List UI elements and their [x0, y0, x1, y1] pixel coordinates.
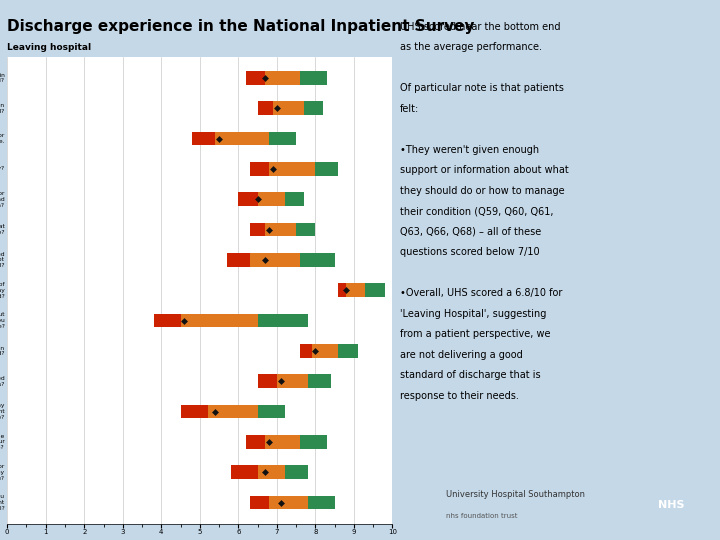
Bar — [269, 132, 296, 145]
Bar — [366, 284, 384, 297]
Text: their condition (Q59, Q60, Q61,: their condition (Q59, Q60, Q61, — [400, 206, 553, 217]
Text: felt:: felt: — [400, 104, 419, 114]
Bar — [300, 435, 327, 449]
Bar — [284, 465, 307, 479]
Bar — [304, 102, 323, 115]
Bar — [250, 253, 300, 267]
Text: response to their needs.: response to their needs. — [400, 391, 518, 401]
Bar — [338, 344, 358, 357]
Bar — [230, 465, 258, 479]
Bar — [258, 374, 277, 388]
Bar — [265, 71, 300, 85]
Bar — [258, 405, 284, 418]
Text: standard of discharge that is: standard of discharge that is — [400, 370, 540, 381]
Text: Discharge experience in the National Inpatient Survey: Discharge experience in the National Inp… — [7, 19, 474, 35]
Bar — [246, 71, 265, 85]
Bar — [258, 102, 273, 115]
Text: Leaving hospital: Leaving hospital — [7, 43, 91, 52]
Bar — [153, 314, 181, 327]
Bar — [265, 223, 296, 237]
Bar — [207, 405, 258, 418]
Bar — [346, 284, 366, 297]
Bar — [296, 223, 315, 237]
Text: questions scored below 7/10: questions scored below 7/10 — [400, 247, 539, 258]
Bar — [250, 162, 269, 176]
Bar — [227, 253, 250, 267]
Text: as the average performance.: as the average performance. — [400, 42, 541, 52]
Bar — [181, 314, 258, 327]
Text: nhs foundation trust: nhs foundation trust — [446, 512, 517, 519]
Text: University Hospital Southampton: University Hospital Southampton — [446, 490, 585, 498]
Text: •They weren't given enough: •They weren't given enough — [400, 145, 539, 155]
Bar — [246, 435, 265, 449]
Bar — [258, 314, 307, 327]
Bar — [192, 132, 215, 145]
Text: Of particular note is that patients: Of particular note is that patients — [400, 83, 564, 93]
Text: Q63, Q66, Q68) – all of these: Q63, Q66, Q68) – all of these — [400, 227, 541, 237]
Bar — [315, 162, 338, 176]
Bar — [284, 192, 304, 206]
Bar — [250, 496, 269, 509]
Text: they should do or how to manage: they should do or how to manage — [400, 186, 564, 196]
Bar — [181, 405, 207, 418]
Bar — [265, 435, 300, 449]
Bar — [269, 162, 315, 176]
Bar — [238, 192, 258, 206]
Bar — [300, 344, 312, 357]
Bar — [300, 253, 335, 267]
Text: from a patient perspective, we: from a patient perspective, we — [400, 329, 550, 340]
Bar — [215, 132, 269, 145]
Bar — [269, 496, 307, 509]
Bar — [277, 374, 307, 388]
Bar — [300, 71, 327, 85]
Bar — [258, 192, 284, 206]
Text: UHS scored near the bottom end: UHS scored near the bottom end — [400, 22, 560, 32]
Text: support or information about what: support or information about what — [400, 165, 568, 176]
Text: 'Leaving Hospital', suggesting: 'Leaving Hospital', suggesting — [400, 309, 546, 319]
Text: are not delivering a good: are not delivering a good — [400, 350, 522, 360]
Bar — [312, 344, 338, 357]
Bar — [250, 223, 265, 237]
Bar — [258, 465, 284, 479]
Bar — [338, 284, 346, 297]
Bar — [307, 496, 335, 509]
Text: NHS: NHS — [658, 500, 685, 510]
Bar — [307, 374, 330, 388]
Text: •Overall, UHS scored a 6.8/10 for: •Overall, UHS scored a 6.8/10 for — [400, 288, 562, 299]
Bar — [273, 102, 304, 115]
